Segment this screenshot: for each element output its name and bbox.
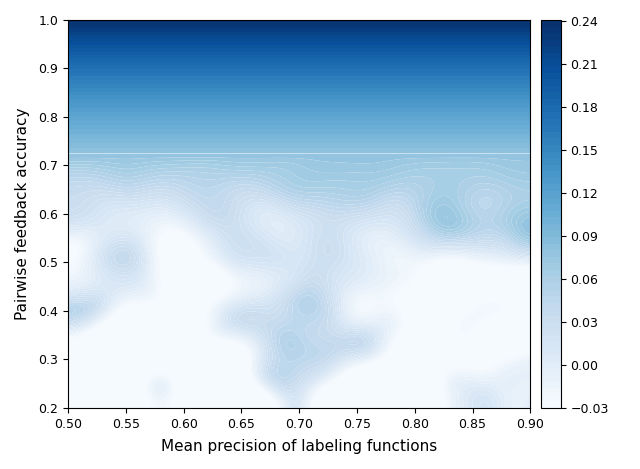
Y-axis label: Pairwise feedback accuracy: Pairwise feedback accuracy bbox=[15, 108, 30, 320]
X-axis label: Mean precision of labeling functions: Mean precision of labeling functions bbox=[161, 439, 437, 454]
